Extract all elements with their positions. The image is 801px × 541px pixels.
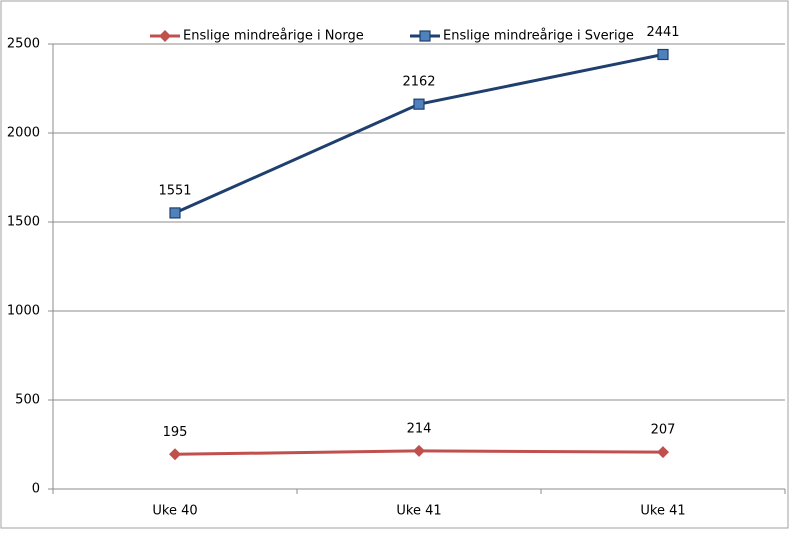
point [413,444,425,457]
x-tick-label: Uke 40 [152,504,197,519]
y-tick-label: 0 [32,482,40,497]
data-label: 2162 [402,75,435,90]
data-label: 214 [407,421,432,436]
x-tick-label: Uke 41 [396,504,441,519]
legend-marker [419,30,431,42]
y-tick-label: 1500 [7,215,40,230]
data-label: 207 [651,423,676,438]
point [169,207,181,219]
y-tick-label: 500 [15,393,40,408]
chart-border [0,0,789,529]
data-label: 1551 [158,183,191,198]
y-tick-label: 2500 [7,37,40,52]
point [657,446,669,459]
x-tick-label: Uke 41 [640,504,685,519]
point [413,98,425,110]
point [657,48,669,61]
legend-label: Enslige mindreårige i Norge [183,29,364,44]
data-label: 2441 [646,25,679,40]
legend-label: Enslige mindreårige i Sverige [443,29,634,44]
legend-marker [159,30,171,42]
y-tick-label: 2000 [7,126,40,141]
data-label: 195 [163,425,188,440]
y-tick-label: 1000 [7,304,40,319]
point [169,448,181,461]
